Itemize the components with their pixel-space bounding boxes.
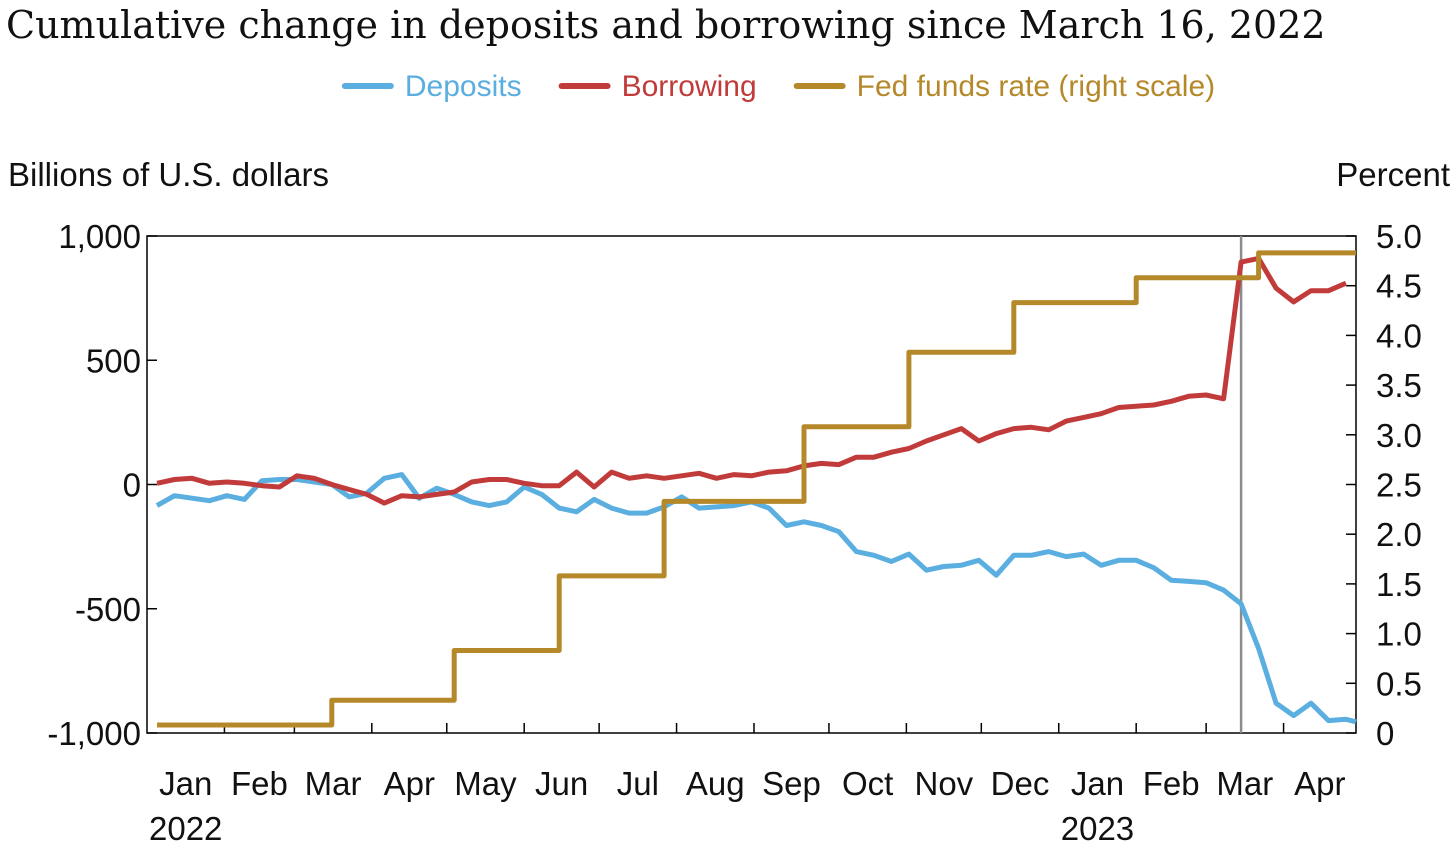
legend-label: Borrowing: [622, 70, 757, 103]
x-tick-label: Oct: [842, 765, 893, 802]
x-tick-label: Feb: [231, 765, 288, 802]
x-tick-label: Jan: [1071, 765, 1124, 802]
x-tick-label: Apr: [1294, 765, 1345, 802]
legend-item-2: Borrowing: [558, 70, 757, 103]
right-tick-label: 3.5: [1376, 367, 1422, 404]
left-tick-label: 0: [123, 467, 141, 504]
chart-title: Cumulative change in deposits and borrow…: [6, 3, 1326, 47]
fed-series-line: [157, 250, 1356, 728]
deposits-series-line: [155, 472, 1357, 725]
legend-item-1: Deposits: [341, 70, 522, 103]
right-axis-title: Percent: [1336, 156, 1450, 193]
x-tick-label: Jul: [617, 765, 659, 802]
x-tick-label: May: [454, 765, 517, 802]
right-tick-label: 4.5: [1376, 268, 1422, 305]
right-tick-label: 1.0: [1376, 616, 1422, 653]
right-tick-label: 1.5: [1376, 566, 1422, 603]
x-tick-label: Dec: [991, 765, 1050, 802]
borrowing-series-line: [156, 255, 1347, 506]
left-tick-label: -500: [75, 591, 141, 628]
x-tick-label: Mar: [305, 765, 362, 802]
left-tick-label: 500: [86, 342, 141, 379]
right-tick-label: 2.0: [1376, 516, 1422, 553]
right-tick-label: 0: [1376, 715, 1394, 752]
x-tick-label: Mar: [1216, 765, 1273, 802]
x-tick-label: Feb: [1143, 765, 1200, 802]
legend-label: Deposits: [405, 70, 522, 103]
x-tick-label: Aug: [686, 765, 745, 802]
right-tick-label: 4.0: [1376, 317, 1422, 354]
legend-item-3: Fed funds rate (right scale): [793, 70, 1216, 103]
left-tick-label: 1,000: [58, 218, 141, 255]
x-tick-label: Apr: [384, 765, 435, 802]
right-tick-label: 0.5: [1376, 665, 1422, 702]
right-tick-label: 5.0: [1376, 218, 1422, 255]
x-tick-label: Jan: [159, 765, 212, 802]
x-tick-label: Nov: [914, 765, 973, 802]
plot-area: 1,000 500 0 -500 -1,000 5.0 4.5 4.0 3.5 3.0 2.5 2.0…: [47, 218, 1421, 847]
left-axis-title: Billions of U.S. dollars: [8, 156, 329, 193]
legend: Deposits Borrowing Fed funds rate (right s…: [341, 70, 1216, 103]
right-tick-label: 3.0: [1376, 417, 1422, 454]
x-year-label: 2023: [1061, 810, 1134, 847]
x-year-label: 2022: [149, 810, 222, 847]
legend-label: Fed funds rate (right scale): [857, 70, 1216, 103]
left-tick-label: -1,000: [47, 715, 141, 752]
right-tick-label: 2.5: [1376, 467, 1422, 504]
x-tick-label: Jun: [535, 765, 588, 802]
x-tick-label: Sep: [762, 765, 821, 802]
